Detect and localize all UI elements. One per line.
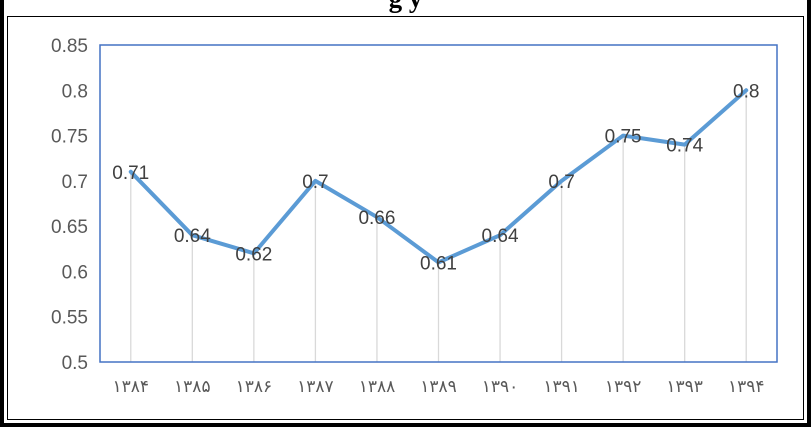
x-tick-label: ۱۳۹۴ [728, 377, 765, 397]
data-label: 0.66 [358, 208, 395, 229]
y-tick-label: 0.8 [62, 81, 88, 102]
x-tick-label: ۱۳۸۸ [359, 377, 396, 397]
x-tick-label: ۱۳۹۲ [605, 377, 642, 397]
chart-inner-border [7, 16, 804, 420]
data-label: 0.62 [235, 244, 272, 265]
data-label: 0.7 [548, 172, 574, 193]
y-axis-ticks: 0.5 0.55 0.6 0.65 0.7 0.75 0.8 0.85 [51, 36, 88, 374]
data-label: 0.64 [174, 226, 211, 247]
chart-title-fragment: g y [0, 0, 811, 14]
x-tick-label: ۱۳۸۴ [113, 377, 150, 397]
y-tick-label: 0.75 [51, 127, 88, 148]
y-tick-label: 0.85 [51, 36, 88, 57]
data-label: 0.74 [666, 136, 703, 157]
y-tick-label: 0.55 [51, 308, 88, 329]
y-tick-label: 0.65 [51, 217, 88, 238]
x-tick-label: ۱۳۸۵ [174, 377, 211, 397]
data-label: 0.71 [112, 163, 149, 184]
x-tick-label: ۱۳۸۶ [236, 377, 273, 397]
series-line [128, 88, 749, 265]
data-label: 0.7 [302, 172, 328, 193]
plot-area-border [99, 44, 778, 363]
x-tick-label: ۱۳۸۹ [420, 377, 457, 397]
data-labels: 0.71 0.64 0.62 0.7 0.66 0.61 0.64 0.7 0.75 0.74 0.… [112, 81, 759, 274]
x-axis-ticks: ۱۳۸۴ ۱۳۸۵ ۱۳۸۶ ۱۳۸۷ ۱۳۸۸ ۱۳۸۹ ۱۳۹۰ ۱۳۹۱ ۱۳۹۲ ۱۳۹۳… [113, 377, 765, 397]
title-clip: g y [0, 0, 811, 16]
x-tick-label: ۱۳۹۰ [482, 377, 519, 397]
data-label: 0.8 [733, 81, 759, 102]
data-label: 0.61 [420, 253, 457, 274]
x-tick-label: ۱۳۸۷ [297, 377, 334, 397]
data-label: 0.64 [482, 226, 519, 247]
x-tick-label: ۱۳۹۱ [543, 377, 580, 397]
y-tick-label: 0.5 [62, 353, 88, 374]
y-tick-label: 0.7 [62, 172, 88, 193]
data-label: 0.75 [605, 127, 642, 148]
drop-lines [130, 90, 747, 362]
y-tick-label: 0.6 [62, 262, 88, 283]
x-tick-label: ۱۳۹۳ [666, 377, 703, 397]
